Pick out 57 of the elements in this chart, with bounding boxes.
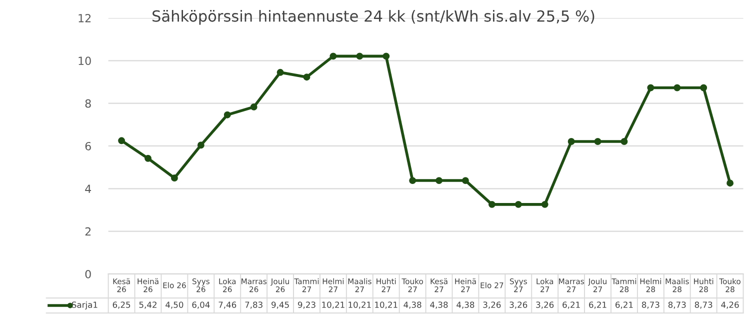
data-label: 7,46 xyxy=(218,302,236,309)
y-tick-label: 2 xyxy=(85,227,91,236)
data-label: 10,21 xyxy=(375,302,398,309)
data-label: 4,26 xyxy=(721,302,739,309)
data-label: 4,38 xyxy=(430,302,448,309)
data-label: 4,38 xyxy=(404,302,422,309)
point xyxy=(118,137,126,144)
data-label: 4,50 xyxy=(166,302,184,309)
point xyxy=(276,68,284,76)
point xyxy=(197,142,204,149)
data-label: 6,21 xyxy=(562,302,580,309)
chart-title: Sähköpörssin hintaennuste 24 kk (snt/kWh sis.alv 25,5 %) xyxy=(152,10,594,25)
data-label: 9,45 xyxy=(272,302,289,309)
point xyxy=(409,177,416,184)
y-tick-label: 0 xyxy=(85,270,91,278)
data-label: 3,26 xyxy=(483,302,501,309)
data-label: 8,73 xyxy=(694,302,712,309)
point xyxy=(250,103,258,110)
legend-label: Sarja1 xyxy=(72,301,98,310)
data-label: 3,26 xyxy=(510,302,528,309)
y-tick-label: 10 xyxy=(78,56,91,66)
point xyxy=(541,200,548,208)
data-label: 10,21 xyxy=(348,302,371,309)
data-label: 4,38 xyxy=(456,302,474,309)
point xyxy=(700,84,708,92)
y-tick-label: 12 xyxy=(78,14,91,22)
point xyxy=(620,138,628,145)
point xyxy=(170,174,178,182)
point xyxy=(356,52,364,60)
data-label: 8,73 xyxy=(668,302,686,309)
point xyxy=(462,177,469,184)
y-tick-label: 6 xyxy=(85,142,91,150)
point xyxy=(674,84,681,92)
data-label: 5,42 xyxy=(139,302,156,309)
data-label: 6,25 xyxy=(112,302,130,309)
point xyxy=(436,177,442,184)
point xyxy=(224,111,231,118)
point xyxy=(488,200,496,208)
point xyxy=(726,180,734,187)
data-label: 6,21 xyxy=(616,302,633,309)
point xyxy=(594,138,602,145)
data-label: 6,21 xyxy=(589,302,606,309)
data-label: 7,83 xyxy=(245,302,262,309)
point xyxy=(303,74,310,81)
point xyxy=(382,52,390,60)
data-label: 6,04 xyxy=(192,302,210,309)
y-tick-label: 4 xyxy=(85,184,92,193)
point xyxy=(647,84,654,92)
y-tick-label: 8 xyxy=(85,99,91,108)
point xyxy=(144,154,152,162)
data-label: 3,26 xyxy=(536,302,554,309)
data-label: 10,21 xyxy=(322,302,344,309)
point xyxy=(514,200,522,208)
point xyxy=(330,52,337,60)
point xyxy=(568,138,575,145)
data-label: 9,23 xyxy=(298,302,316,309)
data-label: 8,73 xyxy=(642,302,660,309)
